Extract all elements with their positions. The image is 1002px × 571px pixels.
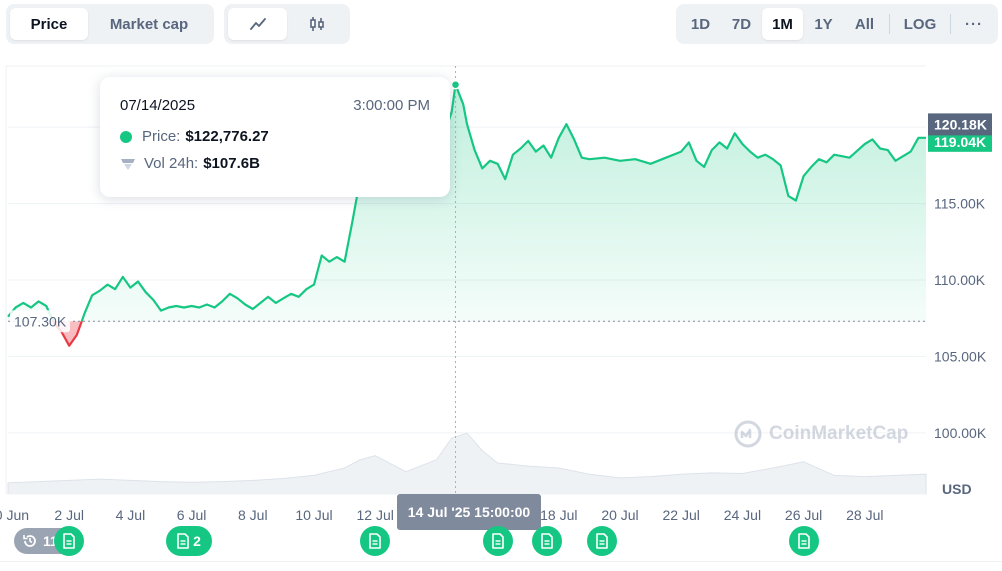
x-tick-label: 4 Jul <box>116 507 146 523</box>
price-dot-icon <box>120 130 132 143</box>
range-1d-button[interactable]: 1D <box>690 15 711 33</box>
currency-label: USD <box>942 481 972 497</box>
news-event-badge[interactable] <box>788 526 819 556</box>
secondary-price-tag-label: 119.04K <box>934 134 986 150</box>
secondary-price-tag: 119.04K <box>928 131 992 152</box>
price-tags: 107.30K 119.04K 120.18K <box>10 113 992 333</box>
news-event-badge[interactable] <box>531 526 562 556</box>
current-price-tag: 120.18K <box>928 113 992 136</box>
x-tick-label: 28 Jul <box>846 507 883 523</box>
tooltip-date: 07/14/2025 <box>120 97 196 114</box>
range-1y-button[interactable]: 1Y <box>814 15 833 33</box>
baseline-tag: 107.30K <box>10 310 70 333</box>
more-options-button[interactable]: ··· <box>965 15 983 33</box>
news-event-badge[interactable] <box>360 526 391 556</box>
news-event-badge[interactable]: 2 <box>165 526 212 556</box>
chart-tooltip: 07/14/2025 3:00:00 PM Price: $122,776.27… <box>100 77 450 197</box>
toolbar-divider <box>889 14 890 34</box>
history-icon <box>23 535 36 547</box>
x-tick-label: 30 Jun <box>0 507 29 523</box>
document-icon <box>540 533 553 549</box>
range-all-button[interactable]: All <box>854 15 875 33</box>
baseline-tag-bg <box>10 310 70 333</box>
document-icon <box>369 533 381 549</box>
y-tick-label: 110.00K <box>934 272 986 288</box>
document-icon <box>595 533 608 549</box>
tooltip-price-value: $122,776.27 <box>185 128 269 145</box>
document-icon <box>491 533 504 549</box>
coinmarketcap-logo-icon <box>734 420 762 448</box>
news-event-badge[interactable] <box>586 526 617 556</box>
log-scale-button[interactable]: LOG <box>903 15 937 33</box>
crosshair-point <box>450 79 461 90</box>
y-tick-label: 105.00K <box>934 348 987 364</box>
metric-toggle: Price Market cap <box>6 4 214 44</box>
toolbar-divider <box>950 14 951 34</box>
line-chart-icon <box>249 18 266 30</box>
x-tick-label: 10 Jul <box>295 507 332 523</box>
price-tab[interactable]: Price <box>10 8 88 40</box>
x-tick-label: 18 Jul <box>540 507 577 523</box>
current-price-tag-label: 120.18K <box>934 116 987 132</box>
y-tick-label: 100.00K <box>934 425 987 441</box>
x-tick-label: 8 Jul <box>238 507 268 523</box>
news-event-badge[interactable] <box>54 526 85 556</box>
time-range-toggle: 1D 7D 1M 1Y All LOG ··· <box>676 4 998 44</box>
y-tick-label: 115.00K <box>934 196 986 212</box>
volume-bars <box>7 432 927 495</box>
tooltip-price-label: Price: <box>142 128 181 145</box>
watermark: CoinMarketCap <box>733 419 908 449</box>
candlestick-button[interactable] <box>287 8 346 40</box>
news-event-badge[interactable] <box>482 526 513 556</box>
line-chart-button[interactable] <box>228 8 287 40</box>
x-tick-label: 24 Jul <box>724 507 761 523</box>
tooltip-volume-value: $107.6B <box>203 155 260 172</box>
chart-type-toggle <box>224 4 350 44</box>
volume-icon <box>121 158 135 170</box>
bottom-border <box>0 561 1002 571</box>
range-1m-button[interactable]: 1M <box>762 8 803 40</box>
news-event-count: 2 <box>193 533 201 549</box>
x-tick-label: 12 Jul <box>357 507 394 523</box>
price-line-up <box>7 83 926 322</box>
x-tick-label: 22 Jul <box>663 507 700 523</box>
document-icon <box>63 533 75 549</box>
x-tick-label: 6 Jul <box>177 507 207 523</box>
market-cap-tab[interactable]: Market cap <box>109 15 189 33</box>
secondary-price-tag-bg <box>928 131 992 152</box>
candlestick-icon <box>309 17 324 31</box>
watermark-text: CoinMarketCap <box>769 423 909 444</box>
x-tick-label: 20 Jul <box>601 507 638 523</box>
document-icon <box>797 533 810 549</box>
range-7d-button[interactable]: 7D <box>731 15 752 33</box>
baseline-tag-label: 107.30K <box>14 313 67 329</box>
current-price-tag-bg <box>928 113 992 136</box>
tooltip-volume-label: Vol 24h: <box>144 155 199 172</box>
document-icon <box>177 533 189 549</box>
crosshair-date-label: 14 Jul '25 15:00:00 <box>397 494 541 530</box>
x-tick-label: 2 Jul <box>54 507 84 523</box>
price-area-up <box>8 84 926 322</box>
tooltip-time: 3:00:00 PM <box>353 97 430 114</box>
volume-area <box>7 432 927 495</box>
y-axis: 100.00K 105.00K 110.00K 115.00K USD <box>934 196 987 497</box>
x-tick-label: 26 Jul <box>785 507 822 523</box>
